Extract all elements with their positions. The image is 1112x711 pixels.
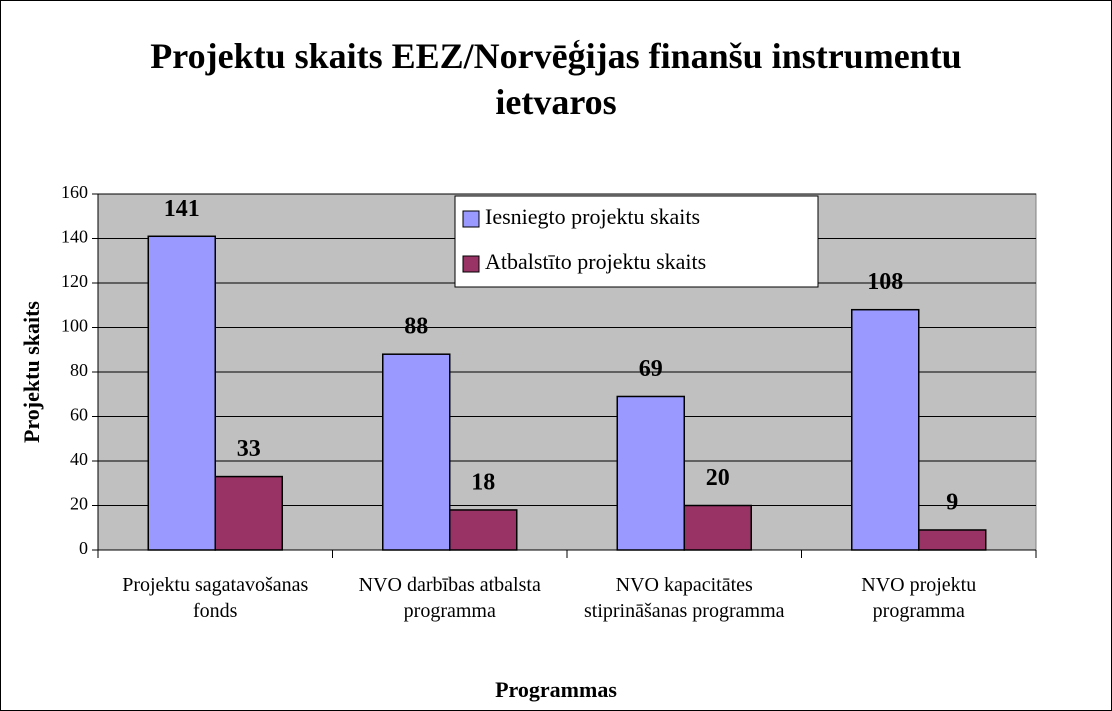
title-line: ietvaros [495, 82, 616, 122]
bar [683, 504, 752, 551]
y-tick-label: 160 [61, 182, 88, 202]
y-tick-label: 60 [70, 405, 88, 425]
x-tick-label: NVO projektu programma [861, 574, 977, 622]
y-axis-title: Projektu skaits [19, 301, 44, 443]
legend-label: Iesniegto projektu skaits [485, 204, 700, 229]
data-label: 69 [639, 356, 663, 382]
legend-label: Atbalstīto projektu skaits [485, 249, 706, 274]
legend-swatch [462, 210, 480, 228]
y-tick-label: 140 [61, 227, 88, 247]
x-axis-title: Programmas [495, 677, 617, 702]
bar [449, 509, 518, 551]
x-tick-label: Projektu sagatavošanas fonds [122, 574, 309, 622]
data-label: 108 [867, 269, 903, 295]
y-tick-label: 20 [70, 494, 88, 514]
chart-title: ietvaros [495, 82, 616, 122]
data-label: 9 [946, 489, 958, 515]
bar [851, 308, 920, 551]
bar [918, 529, 987, 551]
y-tick-label: 80 [70, 360, 88, 380]
y-tick-label: 0 [79, 538, 88, 558]
y-tick-label: 40 [70, 449, 88, 469]
bar [214, 475, 283, 551]
chart-title: Projektu skaits EEZ/Norvēģijas finanšu i… [150, 36, 961, 76]
data-label: 141 [164, 196, 200, 222]
x-tick-label: NVO kapacitātes stiprināšanas programma [584, 574, 785, 622]
title-line: Projektu skaits EEZ/Norvēģijas finanšu i… [150, 36, 961, 76]
y-tick-label: 100 [61, 316, 88, 336]
data-label: 88 [404, 314, 428, 340]
bar [616, 395, 685, 551]
x-tick-label: NVO darbības atbalsta programma [358, 574, 541, 622]
y-tick-label: 120 [61, 271, 88, 291]
legend-swatch [462, 255, 480, 273]
bar [147, 235, 216, 551]
data-label: 18 [471, 469, 495, 495]
legend-box [454, 195, 819, 288]
data-label: 20 [706, 465, 730, 491]
bar [382, 353, 451, 551]
data-label: 33 [237, 436, 261, 462]
